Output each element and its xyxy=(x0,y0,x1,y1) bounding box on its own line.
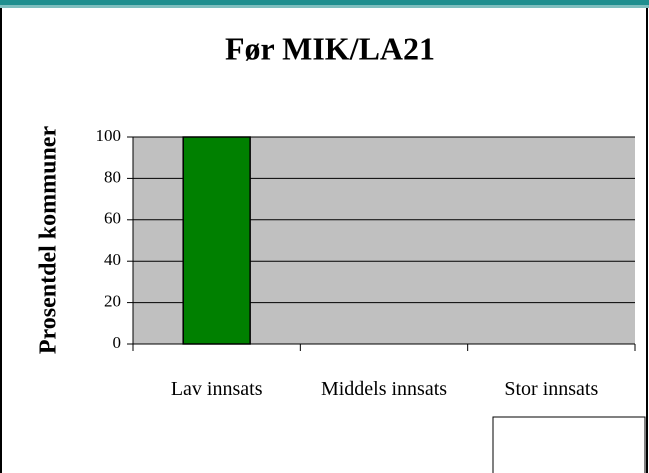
x-tick-label: Middels innsats xyxy=(320,378,448,400)
top-bar xyxy=(0,0,649,5)
legend-box xyxy=(492,416,646,473)
y-tick-label: 60 xyxy=(104,209,121,228)
y-tick-label: 20 xyxy=(104,292,121,311)
y-tick-label: 40 xyxy=(104,250,121,269)
top-bar-shade xyxy=(0,5,649,8)
x-tick-label: Lav innsats xyxy=(170,378,263,400)
x-tick-label: Stor innsats xyxy=(504,378,599,400)
y-tick-label: 80 xyxy=(104,167,121,186)
chart-title: Før MIK/LA21 xyxy=(225,30,435,66)
y-tick-label: 0 xyxy=(113,333,122,352)
y-axis-label: Prosentdel kommuner xyxy=(36,126,62,355)
y-tick-label: 100 xyxy=(96,126,122,145)
bar xyxy=(182,136,251,345)
